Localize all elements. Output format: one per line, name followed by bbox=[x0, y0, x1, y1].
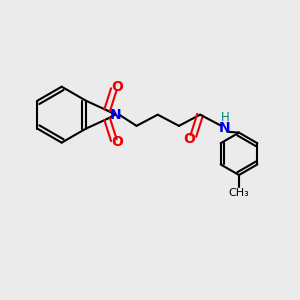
Text: O: O bbox=[184, 132, 196, 146]
Text: H: H bbox=[220, 111, 229, 124]
Text: O: O bbox=[112, 80, 123, 94]
Text: N: N bbox=[110, 108, 121, 122]
Text: O: O bbox=[112, 135, 123, 149]
Text: CH₃: CH₃ bbox=[229, 188, 249, 198]
Text: N: N bbox=[219, 121, 231, 135]
